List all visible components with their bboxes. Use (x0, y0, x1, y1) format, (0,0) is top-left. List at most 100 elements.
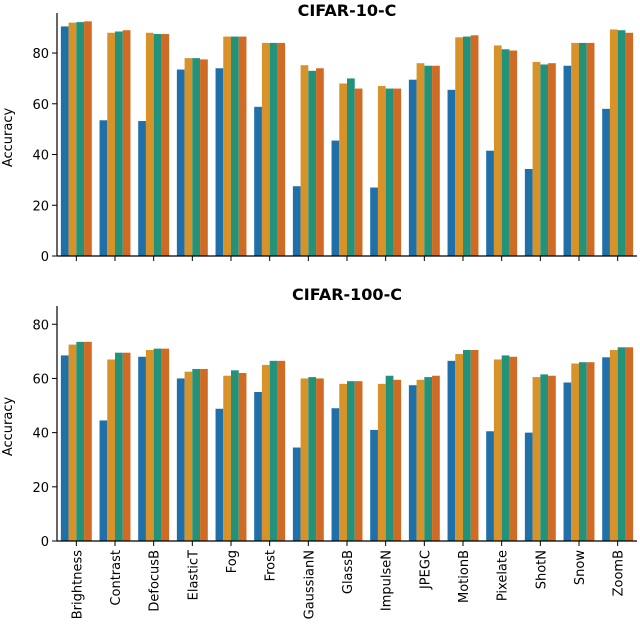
bar-gaussiann-series-4 (316, 378, 324, 541)
x-tick-label-glassb: GlassB (341, 550, 356, 594)
y-tick-label: 40 (32, 427, 49, 442)
bar-shotn-series-2 (532, 377, 541, 541)
bar-contrast-series-4 (122, 352, 131, 541)
bar-defocusb-series-1 (138, 121, 146, 256)
bar-motionb-series-2 (455, 354, 463, 541)
bar-jpegc-series-1 (408, 385, 417, 541)
bar-glassb-series-1 (331, 408, 340, 541)
bar-shotn-series-3 (540, 64, 549, 257)
bar-snow-series-3 (579, 42, 587, 257)
bar-jpegc-series-4 (432, 65, 440, 256)
y-tick-label: 80 (32, 318, 49, 333)
bar-pixelate-series-2 (493, 45, 502, 256)
chart-panel-cifar10c: CIFAR-10-C Accuracy 0 20 40 60 80 (1, 1, 637, 265)
bar-snow-series-4 (586, 362, 595, 541)
bar-frost-series-3 (269, 360, 278, 541)
bar-contrast-series-1 (99, 120, 108, 256)
bar-defocusb-series-4 (161, 34, 170, 256)
bar-snow-series-4 (586, 42, 595, 257)
x-tick-label-defocusb: DefocusB (148, 550, 163, 612)
bar-brightness-series-4 (84, 341, 92, 541)
x-tick-label-brightness: Brightness (70, 550, 85, 619)
bar-fog-series-4 (238, 373, 247, 541)
bar-glassb-series-2 (339, 383, 347, 541)
bar-impulsen-series-2 (377, 86, 386, 256)
x-tick-label-impulsen: ImpulseN (380, 550, 395, 611)
bar-fog-series-4 (238, 36, 247, 256)
bar-frost-series-3 (269, 42, 278, 257)
bar-pixelate-series-4 (509, 356, 518, 541)
bar-glassb-series-4 (354, 381, 363, 541)
bar-zoomb-series-2 (609, 29, 618, 257)
bar-jpegc-series-4 (432, 375, 440, 541)
bar-shotn-series-3 (540, 374, 549, 541)
bar-pixelate-series-1 (486, 150, 494, 256)
bar-gaussiann-series-1 (292, 447, 301, 541)
bar-contrast-series-4 (122, 30, 131, 256)
y-tick-label: 40 (32, 149, 49, 164)
bar-contrast-series-3 (115, 31, 123, 257)
bar-defocusb-series-4 (161, 348, 170, 541)
bar-zoomb-series-2 (609, 349, 618, 541)
bar-pixelate-series-4 (509, 50, 518, 256)
bar-motionb-series-1 (447, 89, 456, 256)
y-axis-label: Accuracy (1, 397, 16, 457)
x-tick-label-shotn: ShotN (534, 550, 549, 589)
bar-zoomb-series-1 (602, 108, 610, 256)
bar-shotn-series-4 (548, 375, 556, 541)
bar-brightness-series-1 (60, 26, 69, 257)
chart-title: CIFAR-100-C (292, 285, 402, 304)
y-axis-label: Accuracy (1, 108, 16, 168)
bar-snow-series-2 (571, 363, 579, 541)
bar-defocusb-series-2 (145, 32, 154, 256)
bar-gaussiann-series-3 (308, 377, 317, 541)
bar-fog-series-1 (215, 68, 224, 256)
bar-jpegc-series-3 (424, 65, 433, 256)
bar-fog-series-3 (231, 36, 239, 256)
bar-brightness-series-1 (60, 355, 69, 541)
bar-defocusb-series-2 (145, 349, 154, 541)
bar-zoomb-series-1 (602, 357, 610, 541)
bar-shotn-series-1 (524, 168, 533, 256)
bar-glassb-series-2 (339, 83, 347, 256)
bar-zoomb-series-4 (625, 32, 634, 256)
bar-glassb-series-1 (331, 140, 340, 256)
bar-brightness-series-3 (76, 22, 85, 257)
y-tick-label: 20 (32, 199, 49, 214)
x-tick-label-frost: Frost (264, 550, 279, 581)
bar-gaussiann-series-1 (292, 186, 301, 256)
bar-fog-series-2 (223, 375, 231, 541)
y-tick-label: 60 (32, 372, 49, 387)
bar-fog-series-3 (231, 370, 239, 541)
x-tick-label-fog: Fog (225, 550, 240, 573)
x-tick-label-snow: Snow (573, 550, 588, 585)
bar-brightness-series-4 (84, 21, 92, 257)
chart-panel-cifar100c: CIFAR-100-C Accuracy 0 20 40 60 80 Brightness Co… (1, 285, 637, 619)
bar-snow-series-2 (571, 42, 579, 257)
bar-jpegc-series-3 (424, 377, 433, 541)
y-tick-label: 60 (32, 98, 49, 113)
bar-shotn-series-4 (548, 63, 556, 257)
bar-brightness-series-2 (68, 22, 77, 256)
bar-glassb-series-3 (347, 78, 355, 256)
bar-motionb-series-4 (470, 349, 479, 541)
bar-snow-series-1 (563, 382, 572, 541)
bar-shotn-series-2 (532, 61, 541, 256)
chart-title: CIFAR-10-C (298, 1, 397, 20)
x-tick-label-motionb: MotionB (457, 550, 472, 603)
bar-elastict-series-4 (200, 59, 208, 256)
bar-elastict-series-3 (192, 368, 201, 541)
bar-impulsen-series-3 (385, 375, 394, 541)
y-tick-label: 20 (32, 481, 49, 496)
bar-contrast-series-2 (107, 32, 115, 256)
bar-motionb-series-3 (463, 36, 471, 256)
bar-elastict-series-2 (184, 371, 193, 541)
x-tick-label-jpegc: JPEGC (418, 550, 433, 590)
y-tick-label: 0 (41, 250, 49, 265)
bar-elastict-series-1 (176, 69, 185, 256)
y-tick-label: 80 (32, 47, 49, 62)
bar-elastict-series-3 (192, 58, 201, 257)
bar-contrast-series-2 (107, 359, 115, 541)
bar-snow-series-3 (579, 362, 587, 541)
bar-motionb-series-3 (463, 349, 471, 541)
